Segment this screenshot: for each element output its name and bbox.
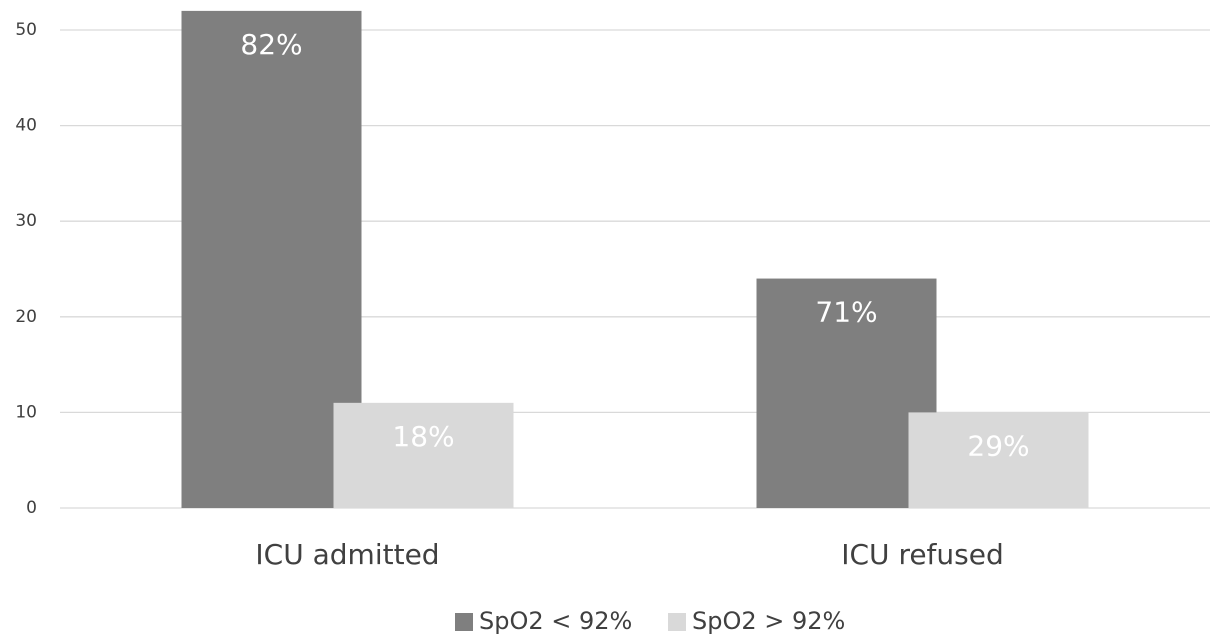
- data-label: 71%: [815, 296, 877, 329]
- legend-label: SpO2 < 92%: [479, 607, 632, 635]
- y-tick-label: 50: [15, 20, 37, 40]
- bar: [333, 402, 514, 508]
- bar: [756, 278, 937, 508]
- y-tick-label: 10: [15, 402, 37, 422]
- y-tick-label: 0: [26, 498, 37, 518]
- bar: [181, 10, 362, 508]
- x-tick-label: ICU admitted: [255, 538, 439, 571]
- bar: [908, 412, 1089, 508]
- data-label: 82%: [240, 28, 302, 61]
- x-tick-label: ICU refused: [841, 538, 1004, 571]
- data-label: 18%: [392, 420, 454, 453]
- y-tick-label: 20: [15, 307, 37, 327]
- legend-label: SpO2 > 92%: [692, 607, 845, 635]
- y-tick-label: 30: [15, 211, 37, 231]
- legend-swatch: [455, 613, 473, 631]
- y-tick-label: 40: [15, 116, 37, 136]
- data-label: 29%: [967, 429, 1029, 462]
- legend-swatch: [668, 613, 686, 631]
